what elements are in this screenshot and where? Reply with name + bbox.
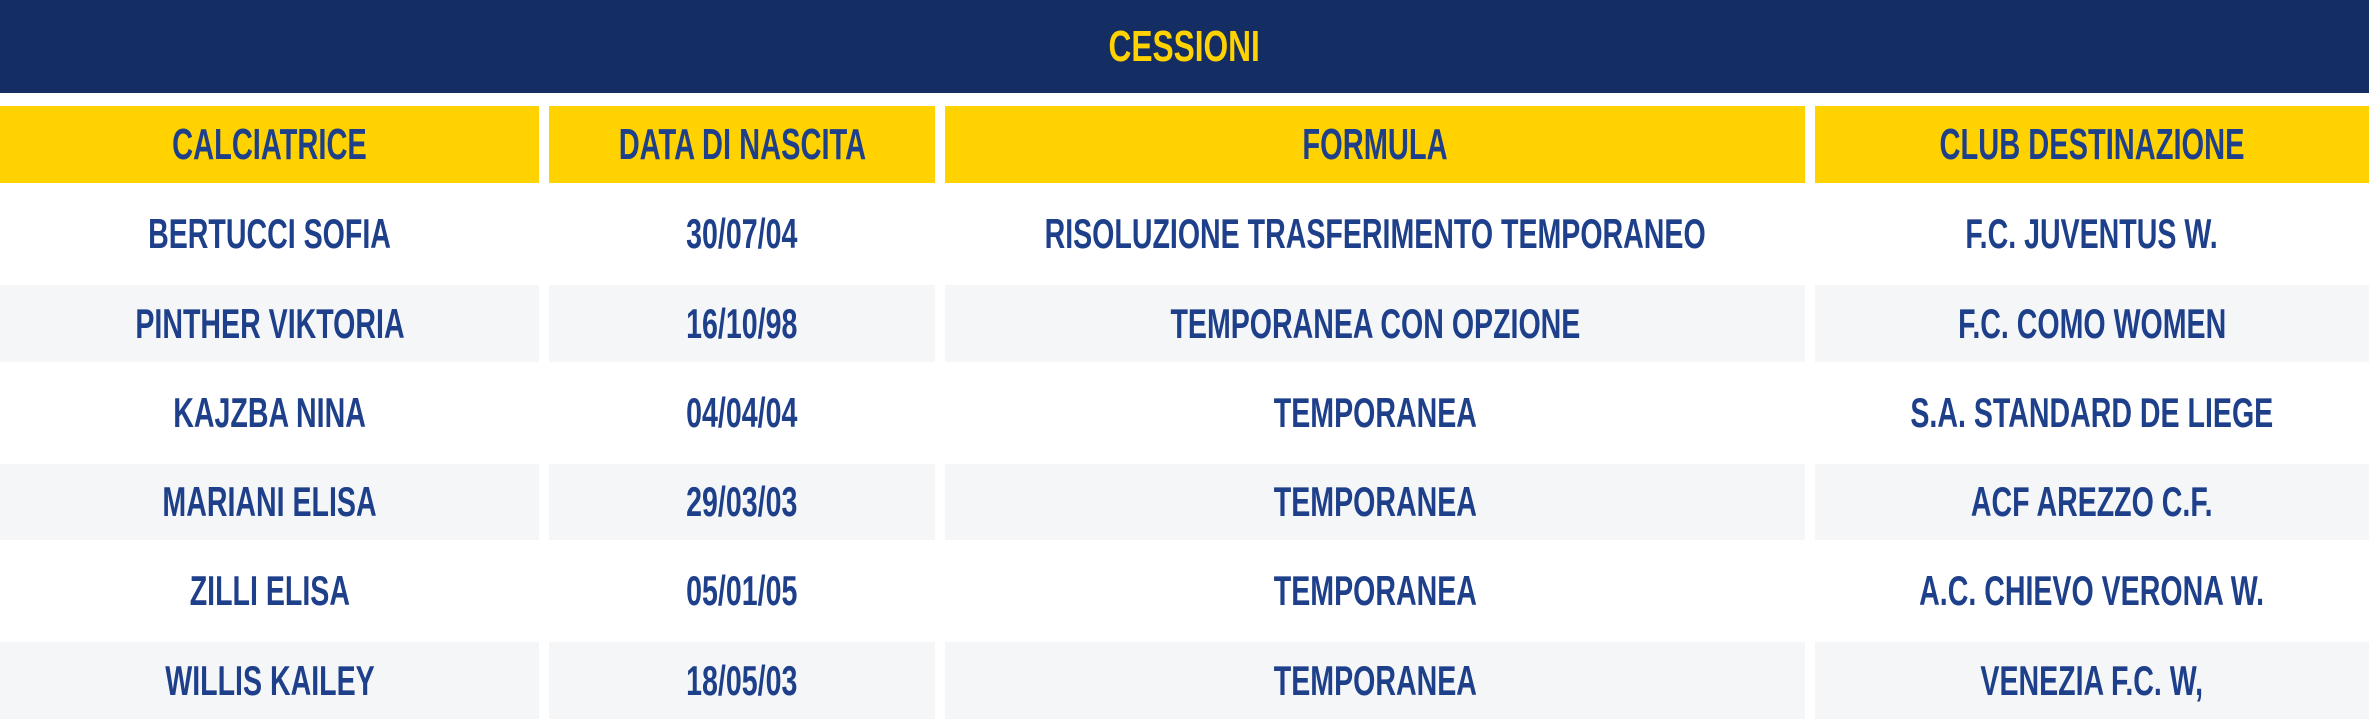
destination-club-text: A.C. CHIEVO VERONA W. bbox=[1919, 567, 2265, 614]
formula-text: TEMPORANEA bbox=[1273, 478, 1477, 525]
cell-formula: TEMPORANEA bbox=[945, 540, 1805, 642]
cell-player-name: ZILLI ELISA bbox=[0, 540, 539, 642]
birth-date-text: 29/03/03 bbox=[686, 478, 798, 525]
cell-formula: TEMPORANEA CON OPZIONE bbox=[945, 285, 1805, 362]
player-name-text: MARIANI ELISA bbox=[162, 478, 377, 525]
table-row: ZILLI ELISA 05/01/05 TEMPORANEA A.C. CHIEVO… bbox=[0, 540, 2369, 642]
header-label: CALCIATRICE bbox=[172, 119, 367, 169]
header-label: DATA DI NASCITA bbox=[618, 119, 866, 169]
player-name-text: BERTUCCI SOFIA bbox=[148, 210, 391, 257]
header-calciatrice: CALCIATRICE bbox=[0, 106, 539, 183]
birth-date-text: 30/07/04 bbox=[686, 210, 798, 257]
table-row: BERTUCCI SOFIA 30/07/04 RISOLUZIONE TRASFE… bbox=[0, 183, 2369, 285]
destination-club-text: ACF AREZZO C.F. bbox=[1971, 478, 2213, 525]
player-name-text: ZILLI ELISA bbox=[189, 567, 350, 614]
destination-club-text: VENEZIA F.C. W, bbox=[1980, 656, 2204, 704]
formula-text: TEMPORANEA CON OPZIONE bbox=[1170, 299, 1580, 347]
header-label: CLUB DESTINAZIONE bbox=[1939, 119, 2245, 169]
cell-birth-date: 05/01/05 bbox=[549, 540, 935, 642]
formula-text: TEMPORANEA bbox=[1273, 656, 1477, 704]
cell-player-name: WILLIS KAILEY bbox=[0, 642, 539, 719]
destination-club-text: S.A. STANDARD DE LIEGE bbox=[1910, 389, 2274, 436]
formula-text: TEMPORANEA bbox=[1273, 567, 1477, 614]
destination-club-text: F.C. JUVENTUS W. bbox=[1965, 210, 2219, 257]
destination-club-text: F.C. COMO WOMEN bbox=[1957, 299, 2227, 347]
cell-player-name: MARIANI ELISA bbox=[0, 464, 539, 540]
cell-destination-club: ACF AREZZO C.F. bbox=[1815, 464, 2369, 540]
cell-player-name: BERTUCCI SOFIA bbox=[0, 183, 539, 285]
cell-destination-club: S.A. STANDARD DE LIEGE bbox=[1815, 362, 2369, 464]
header-label: FORMULA bbox=[1302, 119, 1448, 169]
cell-destination-club: VENEZIA F.C. W, bbox=[1815, 642, 2369, 719]
formula-text: TEMPORANEA bbox=[1273, 389, 1477, 436]
cell-birth-date: 16/10/98 bbox=[549, 285, 935, 362]
player-name-text: WILLIS KAILEY bbox=[164, 656, 375, 704]
cell-destination-club: F.C. COMO WOMEN bbox=[1815, 285, 2369, 362]
cell-formula: TEMPORANEA bbox=[945, 464, 1805, 540]
cell-player-name: KAJZBA NINA bbox=[0, 362, 539, 464]
table-row: WILLIS KAILEY 18/05/03 TEMPORANEA VENEZIA F… bbox=[0, 642, 2369, 719]
table-row: PINTHER VIKTORIA 16/10/98 TEMPORANEA CON O… bbox=[0, 285, 2369, 362]
cell-formula: RISOLUZIONE TRASFERIMENTO TEMPORANEO bbox=[945, 183, 1805, 285]
birth-date-text: 16/10/98 bbox=[686, 299, 798, 347]
player-name-text: KAJZBA NINA bbox=[173, 389, 366, 436]
table-title: CESSIONI bbox=[0, 0, 2369, 93]
cell-birth-date: 04/04/04 bbox=[549, 362, 935, 464]
birth-date-text: 18/05/03 bbox=[686, 656, 798, 704]
cell-formula: TEMPORANEA bbox=[945, 362, 1805, 464]
cell-player-name: PINTHER VIKTORIA bbox=[0, 285, 539, 362]
header-data-di-nascita: DATA DI NASCITA bbox=[549, 106, 935, 183]
header-row: CALCIATRICE DATA DI NASCITA FORMULA CLUB… bbox=[0, 106, 2369, 183]
cell-destination-club: F.C. JUVENTUS W. bbox=[1815, 183, 2369, 285]
player-name-text: PINTHER VIKTORIA bbox=[134, 299, 405, 347]
title-text: CESSIONI bbox=[1108, 21, 1261, 71]
header-club-destinazione: CLUB DESTINAZIONE bbox=[1815, 106, 2369, 183]
table-row: MARIANI ELISA 29/03/03 TEMPORANEA ACF AREZZ… bbox=[0, 464, 2369, 540]
birth-date-text: 05/01/05 bbox=[686, 567, 798, 614]
formula-text: RISOLUZIONE TRASFERIMENTO TEMPORANEO bbox=[1044, 210, 1706, 257]
birth-date-text: 04/04/04 bbox=[686, 389, 798, 436]
cell-destination-club: A.C. CHIEVO VERONA W. bbox=[1815, 540, 2369, 642]
cell-birth-date: 30/07/04 bbox=[549, 183, 935, 285]
cell-birth-date: 29/03/03 bbox=[549, 464, 935, 540]
table-row: KAJZBA NINA 04/04/04 TEMPORANEA S.A. STANDA… bbox=[0, 362, 2369, 464]
header-formula: FORMULA bbox=[945, 106, 1805, 183]
cell-formula: TEMPORANEA bbox=[945, 642, 1805, 719]
cell-birth-date: 18/05/03 bbox=[549, 642, 935, 719]
